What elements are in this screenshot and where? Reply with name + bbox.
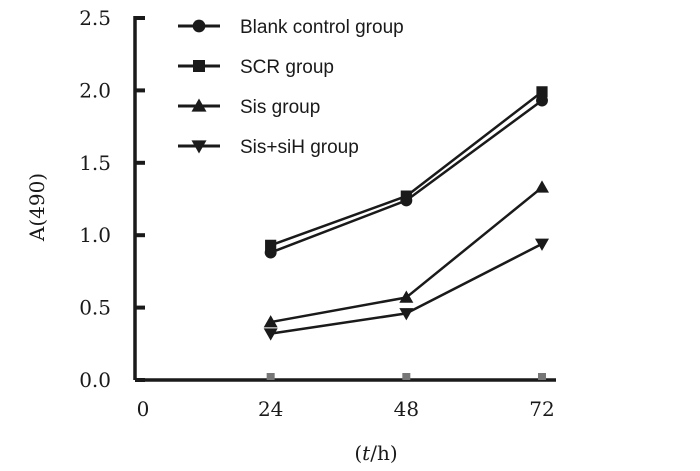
- series-2: [265, 86, 548, 251]
- legend-item-4: Sis+siH group: [178, 137, 359, 158]
- series-3: [263, 180, 549, 328]
- y-tick-label-3: 1.5: [79, 151, 111, 175]
- legend-label-4: Sis+siH group: [240, 137, 359, 158]
- x-tick-label-0: 0: [137, 397, 150, 421]
- legend-marker-3: [191, 98, 207, 112]
- x-axis-title: (t/h): [354, 441, 397, 465]
- legend-label-3: Sis group: [240, 97, 320, 118]
- y-tick-label-1: 0.5: [79, 296, 111, 320]
- series-3-point-3: [535, 180, 549, 193]
- legend-label-2: SCR group: [240, 57, 334, 78]
- x-tick-label-2: 48: [394, 397, 419, 421]
- axes: 0.0 0.5 1.0 1.5 2.0 2.5 0 24 48 72: [79, 6, 556, 421]
- legend-item-1: Blank control group: [178, 17, 404, 38]
- series-4: [263, 238, 549, 341]
- series-layer: [263, 86, 549, 341]
- y-tick-label-5: 2.5: [79, 6, 111, 30]
- series-2-point-3: [536, 86, 548, 98]
- series-3-point-1: [263, 315, 278, 328]
- series-2-point-2: [400, 190, 412, 202]
- x-tick-2: [402, 373, 411, 380]
- series-4-point-2: [399, 308, 414, 321]
- x-axis-title-rest: /h): [370, 441, 397, 465]
- y-tick-label-2: 1.0: [79, 223, 111, 247]
- legend: Blank control group SCR group Sis group Sis…: [178, 17, 404, 158]
- series-1-point-3: [536, 94, 548, 107]
- x-axis-title-open: (: [354, 441, 362, 465]
- legend-label-1: Blank control group: [240, 17, 404, 38]
- series-2-point-1: [265, 239, 277, 251]
- x-tick-label-3: 72: [529, 397, 554, 421]
- x-tick-1: [266, 373, 275, 380]
- legend-marker-4: [191, 140, 207, 154]
- legend-item-2: SCR group: [178, 57, 334, 78]
- y-tick-label-4: 2.0: [79, 78, 111, 102]
- legend-item-3: Sis group: [178, 97, 320, 118]
- series-4-point-1: [263, 328, 278, 341]
- y-tick-label-0: 0.0: [79, 368, 111, 392]
- y-axis-title: A(490): [25, 173, 49, 242]
- x-tick-3: [538, 373, 546, 380]
- series-4-point-3: [535, 238, 549, 251]
- legend-marker-1: [192, 19, 206, 33]
- series-3-point-2: [399, 290, 414, 303]
- x-tick-label-1: 24: [258, 397, 283, 421]
- legend-marker-2: [193, 60, 205, 72]
- x-axis-title-t: t: [362, 441, 371, 465]
